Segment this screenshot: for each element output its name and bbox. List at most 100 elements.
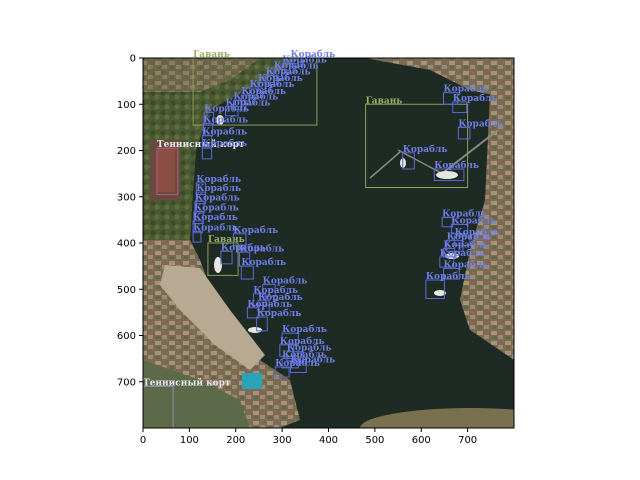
satellite-image — [143, 58, 514, 428]
x-axis: 0 100 200 300 400 500 600 700 — [140, 428, 477, 446]
ship-box — [256, 316, 268, 332]
ship-label: Корабль — [290, 49, 335, 60]
ship-box — [257, 81, 272, 92]
ship-label: Корабль — [282, 324, 327, 335]
ship-box — [225, 106, 239, 117]
ship-label: Корабль — [195, 192, 240, 203]
x-tick-label: 500 — [365, 435, 384, 446]
ship-box — [194, 200, 205, 214]
ship-box — [246, 307, 260, 319]
ship-label: Корабль — [193, 222, 238, 233]
ship-label: Корабль — [442, 209, 487, 220]
ship-box — [232, 100, 247, 111]
ship-box — [443, 92, 458, 105]
ship-label: Корабль — [458, 118, 503, 129]
ship-box — [240, 265, 254, 280]
ship-label: Корабль — [440, 248, 485, 259]
ship-box — [203, 112, 214, 126]
ship-label: Корабль — [451, 216, 496, 227]
ship-label: Корабль — [196, 183, 241, 194]
y-tick-label: 500 — [117, 285, 136, 296]
ship-label: Корабль — [253, 285, 298, 296]
y-tick-label: 600 — [117, 331, 136, 342]
ship-label: Корабль — [403, 144, 448, 155]
ship-label: Корабль — [434, 160, 479, 171]
ship-box — [457, 126, 471, 140]
ship-label: Корабль — [258, 292, 303, 303]
ship-box — [450, 224, 469, 235]
land-top-left — [143, 58, 300, 240]
ship-box — [443, 267, 460, 280]
ship-box — [232, 233, 247, 246]
ship-label: Корабль — [426, 271, 471, 282]
ship-label: Корабль — [266, 67, 311, 78]
ship-box — [193, 211, 204, 225]
ship-label: Корабль — [444, 240, 489, 251]
y-axis: 0 100 200 300 400 500 600 700 — [117, 54, 143, 388]
ship-label: Корабль — [203, 115, 248, 126]
tennis-court-label: Теннисный корт — [143, 377, 231, 388]
ship-label: Корабль — [257, 308, 302, 319]
ship-label: Корабль — [274, 61, 319, 72]
ship-label: Корабль — [447, 232, 492, 243]
ship-box — [201, 135, 213, 149]
ship-label: Корабль — [290, 354, 335, 365]
ship-label: Корабль — [196, 174, 241, 185]
ship-box — [281, 63, 296, 74]
ship-label: Корабль — [193, 212, 238, 223]
ship-label: Корабль — [258, 73, 303, 84]
ship-box — [192, 220, 203, 234]
ship-box — [265, 75, 279, 86]
ship-label: Корабль — [233, 225, 278, 236]
tennis-court-label: Теннисный корт — [157, 139, 245, 150]
ship-box — [273, 69, 288, 80]
ship-box — [195, 191, 207, 205]
ship-label: Корабль — [194, 203, 239, 214]
ship-label: Корабль — [444, 259, 489, 270]
x-tick-label: 600 — [412, 435, 431, 446]
harbor-label: Гавань — [208, 235, 245, 245]
ship-label: Корабль — [241, 86, 286, 97]
ship-box — [289, 362, 307, 373]
ship-label: Корабль — [247, 299, 292, 310]
ship-label: Корабль — [250, 79, 295, 90]
pool — [242, 373, 262, 389]
ship-box — [262, 284, 276, 297]
ship-box — [425, 279, 445, 299]
land-bottom-right — [360, 408, 514, 428]
ship-box — [192, 230, 202, 243]
annotation-layer: Гавань Гавань Гавань Теннисный корт Теннисны… — [142, 49, 503, 429]
ship-box — [402, 152, 415, 170]
harbor-box — [365, 103, 469, 188]
x-tick-label: 300 — [273, 435, 292, 446]
ship-box — [274, 366, 290, 378]
dock — [439, 129, 499, 176]
land-right — [460, 95, 514, 360]
ship-label: Корабль — [263, 276, 308, 287]
ship-label: Корабль — [226, 98, 271, 109]
ship-box — [452, 101, 468, 114]
harbor-label: Гавань — [366, 96, 403, 106]
ship-label: Корабль — [202, 127, 247, 138]
ship-label: Корабль — [444, 84, 489, 95]
ship-label: Корабль — [202, 138, 247, 149]
ship-box — [257, 300, 270, 312]
peninsula — [160, 265, 265, 370]
ship-label: Корабль — [453, 93, 498, 104]
x-tick-label: 200 — [226, 435, 245, 446]
ship-label: Корабль — [280, 336, 325, 347]
ship-box — [252, 293, 267, 306]
y-tick-label: 300 — [117, 192, 136, 203]
x-tick-label: 0 — [140, 435, 146, 446]
ship-label: Корабль — [282, 350, 327, 361]
ship-box — [439, 256, 455, 268]
ship-label: Корабль — [233, 92, 278, 103]
tennis-court-box — [156, 147, 179, 195]
land-top-right — [365, 58, 514, 100]
ship-box — [195, 182, 207, 195]
ship-box — [286, 351, 304, 362]
y-tick-label: 0 — [130, 54, 136, 65]
land-bottom-left-2 — [143, 360, 250, 428]
y-tick-label: 100 — [117, 100, 136, 111]
